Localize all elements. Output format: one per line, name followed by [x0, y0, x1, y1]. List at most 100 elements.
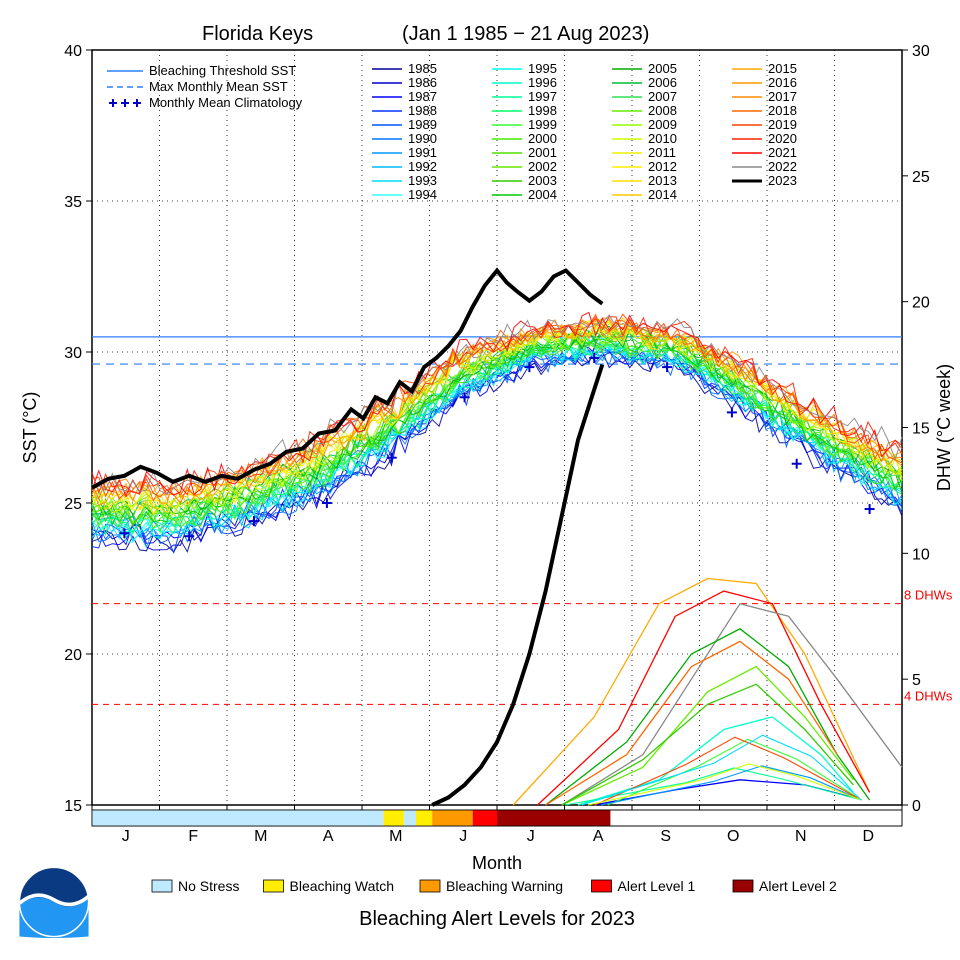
alert-legend-label: Bleaching Watch: [290, 878, 395, 894]
legend-year-label: 2002: [528, 159, 557, 174]
alert-segment: [497, 810, 610, 826]
alert-swatch: [592, 880, 612, 892]
legend-year-label: 2015: [768, 61, 797, 76]
y-right-tick: 30: [912, 43, 930, 60]
x-tick: D: [862, 828, 874, 845]
legend-year-label: 2019: [768, 117, 797, 132]
sst-line-2022: [92, 315, 902, 494]
legend-year-label: 1986: [408, 75, 437, 90]
x-tick: A: [323, 828, 334, 845]
legend-year-label: 1997: [528, 89, 557, 104]
alert-title: Bleaching Alert Levels for 2023: [359, 908, 635, 930]
legend-year-label: 2011: [648, 145, 676, 160]
alert-legend-label: No Stress: [178, 878, 239, 894]
legend-year-label: 1992: [408, 159, 437, 174]
legend-year-label: 2009: [648, 117, 677, 132]
legend-year-label: 2018: [768, 103, 797, 118]
y-right-tick: 20: [912, 295, 930, 312]
alert-swatch: [733, 880, 753, 892]
y-right-tick: 15: [912, 421, 930, 438]
legend-ref-label: Max Monthly Mean SST: [149, 79, 288, 94]
dhw8-label: 8 DHWs: [904, 588, 953, 603]
legend-year-label: 1994: [408, 187, 437, 202]
y-right-tick: 25: [912, 169, 930, 186]
legend-year-label: 2010: [648, 131, 677, 146]
legend-year-label: 2008: [648, 103, 677, 118]
x-tick: F: [188, 828, 198, 845]
dhw-line-8: [562, 684, 854, 805]
dhw4-label: 4 DHWs: [904, 688, 953, 703]
y-left-tick: 40: [64, 43, 82, 60]
sst-dhw-chart: 152025303540051015202530JFMAMJJASONDMont…: [0, 0, 960, 960]
x-tick: A: [593, 828, 604, 845]
x-tick: J: [459, 828, 467, 845]
x-tick: S: [660, 828, 671, 845]
legend-year-label: 2016: [768, 75, 797, 90]
legend-year-label: 1991: [408, 145, 437, 160]
alert-swatch: [264, 880, 284, 892]
x-tick: M: [389, 828, 402, 845]
alert-legend-label: Alert Level 2: [759, 878, 837, 894]
legend-year-label: 2007: [648, 89, 677, 104]
y-right-tick: 10: [912, 546, 930, 563]
legend-year-label: 2003: [528, 173, 557, 188]
legend-year-label: 1987: [408, 89, 437, 104]
y-left-tick: 20: [64, 647, 82, 664]
legend-year-label: 2013: [648, 173, 677, 188]
title-range: (Jan 1 1985 − 21 Aug 2023): [402, 23, 649, 45]
x-axis-title: Month: [472, 853, 522, 873]
x-tick: J: [122, 828, 130, 845]
dhw-line-5: [578, 717, 853, 805]
legend-year-label: 2022: [768, 159, 797, 174]
sst-line-2021: [92, 313, 902, 496]
sst-line-2008: [92, 326, 902, 517]
sst-line-1993: [92, 346, 902, 541]
x-tick: M: [254, 828, 267, 845]
y-left-tick: 30: [64, 345, 82, 362]
alert-segment: [416, 810, 432, 826]
x-tick: O: [727, 828, 739, 845]
legend-year-label: 1996: [528, 75, 557, 90]
legend-year-label: 1998: [528, 103, 557, 118]
legend-year-label: 1985: [408, 61, 437, 76]
y-left-title: SST (°C): [20, 392, 40, 464]
dhw-line-2023: [432, 365, 602, 805]
x-tick: N: [795, 828, 807, 845]
legend-year-label: 2001: [528, 145, 557, 160]
legend-year-label: 1988: [408, 103, 437, 118]
legend-ref-label: Bleaching Threshold SST: [149, 63, 296, 78]
legend-year-label: 2006: [648, 75, 677, 90]
legend-year-label: 2004: [528, 187, 557, 202]
alert-segment: [92, 810, 384, 826]
x-tick: J: [527, 828, 535, 845]
legend-year-label: 2020: [768, 131, 797, 146]
alert-segment: [384, 810, 404, 826]
sst-line-2018: [92, 314, 902, 503]
alert-swatch: [152, 880, 172, 892]
y-right-tick: 0: [912, 798, 921, 815]
legend-year-label: 2000: [528, 131, 557, 146]
y-right-title: DHW (°C week): [934, 364, 954, 491]
legend-year-label: 2023: [768, 173, 797, 188]
legend-year-label: 2012: [648, 159, 677, 174]
legend-year-label: 2005: [648, 61, 677, 76]
noaa-logo-icon: [18, 866, 90, 938]
alert-segment: [404, 810, 416, 826]
legend-year-label: 2021: [768, 145, 797, 160]
title-location: Florida Keys: [202, 23, 313, 45]
legend-year-label: 2014: [648, 187, 677, 202]
alert-segment: [432, 810, 473, 826]
legend-ref-label: Monthly Mean Climatology: [149, 95, 303, 110]
legend-year-label: 1989: [408, 117, 437, 132]
y-left-tick: 35: [64, 194, 82, 211]
legend-year-label: 1995: [528, 61, 557, 76]
legend-year-label: 1993: [408, 173, 437, 188]
chart-container: 152025303540051015202530JFMAMJJASONDMont…: [0, 0, 960, 960]
legend-year-label: 1999: [528, 117, 557, 132]
alert-legend-label: Bleaching Warning: [446, 878, 563, 894]
alert-legend-label: Alert Level 1: [618, 878, 696, 894]
alert-swatch: [420, 880, 440, 892]
alert-segment: [473, 810, 497, 826]
y-left-tick: 25: [64, 496, 82, 513]
y-left-tick: 15: [64, 798, 82, 815]
